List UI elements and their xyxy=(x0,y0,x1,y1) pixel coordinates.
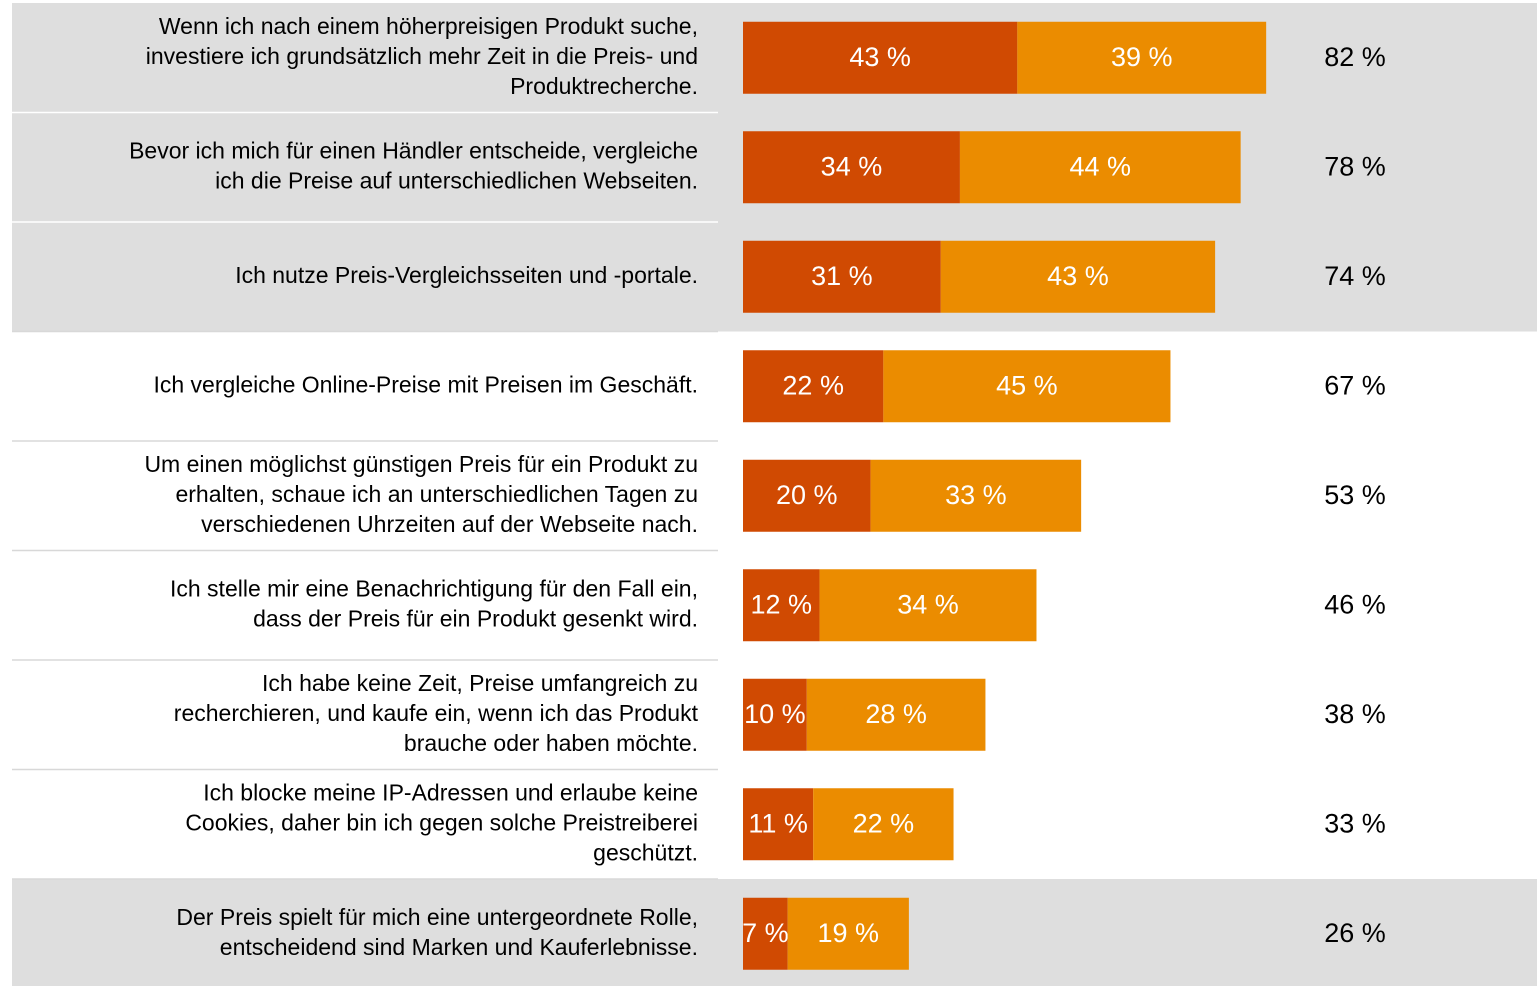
value-label: 34 % xyxy=(821,151,883,181)
value-label: 45 % xyxy=(996,370,1058,400)
value-label: 10 % xyxy=(744,699,806,729)
total-label: 38 % xyxy=(1324,699,1386,729)
bar-segment xyxy=(819,569,1037,642)
total-label: 82 % xyxy=(1324,42,1386,72)
value-label: 19 % xyxy=(817,918,879,948)
category-label: entscheidend sind Marken und Kauferlebni… xyxy=(220,934,698,960)
value-label: 22 % xyxy=(853,808,915,838)
category-label: erhalten, schaue ich an unterschiedliche… xyxy=(175,481,698,507)
category-label: geschützt. xyxy=(593,839,698,865)
bar-segment xyxy=(743,21,1018,94)
total-label: 46 % xyxy=(1324,589,1386,619)
category-label: Ich stelle mir eine Benachrichtigung für… xyxy=(170,575,698,601)
category-label: Bevor ich mich für einen Händler entsche… xyxy=(129,137,698,163)
category-label: Cookies, daher bin ich gegen solche Prei… xyxy=(185,809,698,835)
bar-segment xyxy=(743,131,960,204)
bar-segment xyxy=(743,569,820,642)
bar-segment xyxy=(743,897,788,970)
value-label: 7 % xyxy=(742,918,789,948)
bar-segment xyxy=(940,240,1216,313)
bar-segment xyxy=(1017,21,1267,94)
value-label: 43 % xyxy=(1047,261,1109,291)
bar-segment xyxy=(743,678,807,751)
category-label: dass der Preis für ein Produkt gesenkt w… xyxy=(253,605,698,631)
total-label: 78 % xyxy=(1324,151,1386,181)
bar-segment xyxy=(883,350,1171,423)
bar-segment xyxy=(743,788,814,861)
value-label: 44 % xyxy=(1070,151,1132,181)
category-label: Ich habe keine Zeit, Preise umfangreich … xyxy=(262,670,698,696)
bar-segment xyxy=(787,897,909,970)
category-label: Produktrecherche. xyxy=(510,73,698,99)
category-label: ich die Preise auf unterschiedlichen Web… xyxy=(215,167,698,193)
total-label: 53 % xyxy=(1324,480,1386,510)
bar-segment xyxy=(743,240,941,313)
total-label: 67 % xyxy=(1324,370,1386,400)
value-label: 33 % xyxy=(945,480,1007,510)
total-label: 26 % xyxy=(1324,918,1386,948)
category-label: recherchieren, und kaufe ein, wenn ich d… xyxy=(174,700,699,726)
value-label: 11 % xyxy=(748,808,808,838)
bar-segment xyxy=(743,459,871,532)
category-label: Um einen möglichst günstigen Preis für e… xyxy=(144,451,698,477)
category-label: investiere ich grundsätzlich mehr Zeit i… xyxy=(146,43,698,69)
category-label: Ich vergleiche Online-Preise mit Preisen… xyxy=(153,371,698,397)
value-label: 31 % xyxy=(811,261,873,291)
value-label: 22 % xyxy=(782,370,844,400)
value-label: 39 % xyxy=(1111,42,1173,72)
bar-segment xyxy=(806,678,986,751)
bar-segment xyxy=(743,350,884,423)
total-label: 74 % xyxy=(1324,261,1386,291)
value-label: 28 % xyxy=(865,699,927,729)
value-label: 43 % xyxy=(849,42,911,72)
value-label: 20 % xyxy=(776,480,838,510)
category-label: Der Preis spielt für mich eine untergeor… xyxy=(176,904,698,930)
category-label: Wenn ich nach einem höherpreisigen Produ… xyxy=(159,13,698,39)
category-label: brauche oder haben möchte. xyxy=(404,730,698,756)
value-label: 34 % xyxy=(897,589,959,619)
total-label: 33 % xyxy=(1324,808,1386,838)
category-label: verschiedenen Uhrzeiten auf der Webseite… xyxy=(201,511,698,537)
bar-segment xyxy=(870,459,1082,532)
bar-segment xyxy=(813,788,954,861)
category-label: Ich nutze Preis-Vergleichsseiten und -po… xyxy=(235,262,698,288)
bar-segment xyxy=(959,131,1241,204)
category-label: Ich blocke meine IP-Adressen und erlaube… xyxy=(203,779,698,805)
value-label: 12 % xyxy=(751,589,813,619)
